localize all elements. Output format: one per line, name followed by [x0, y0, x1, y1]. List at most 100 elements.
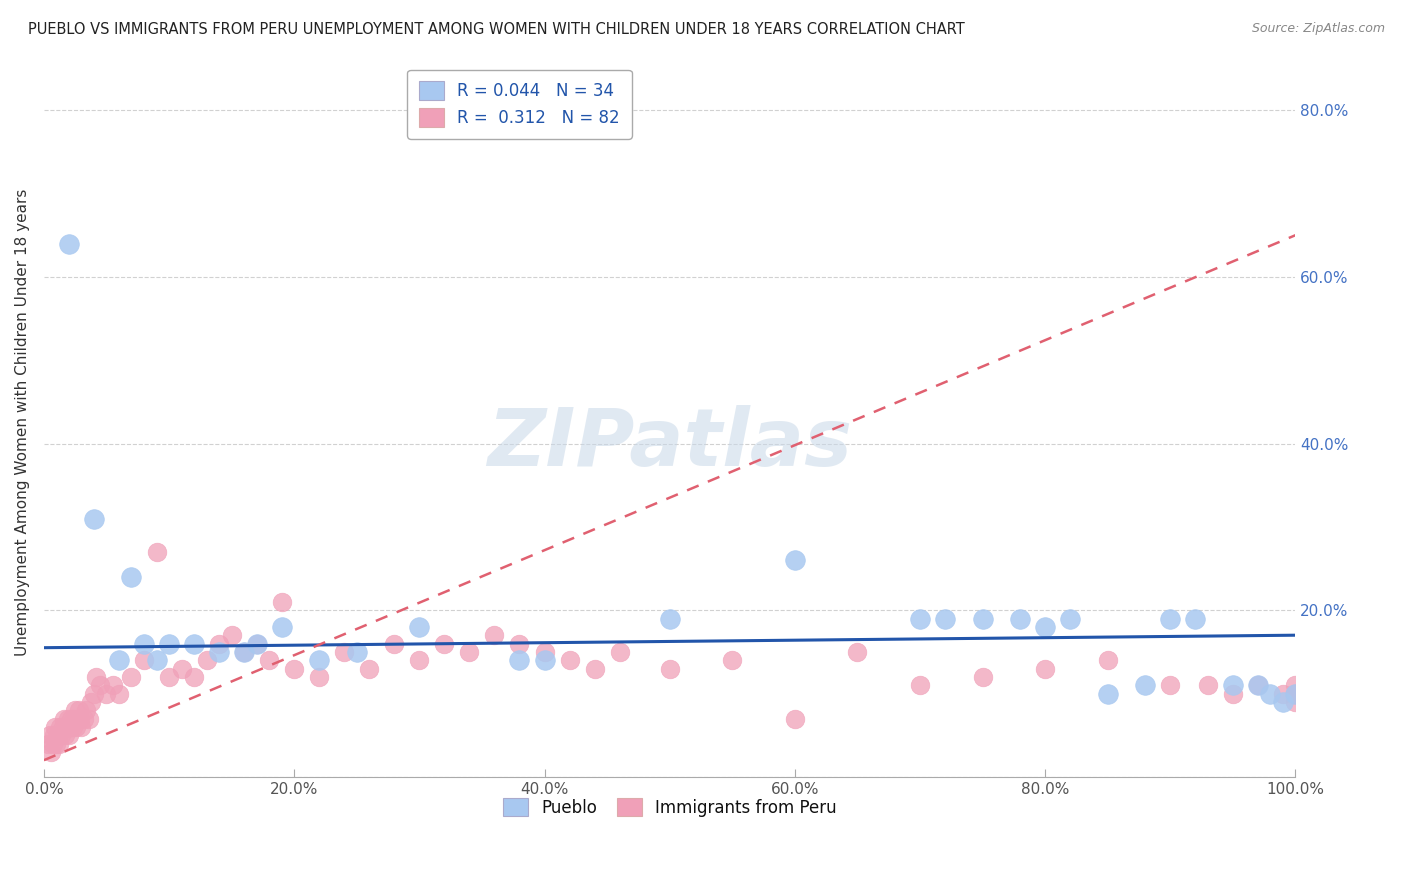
Point	[558, 653, 581, 667]
Point	[108, 653, 131, 667]
Point	[433, 636, 456, 650]
Point	[1271, 695, 1294, 709]
Point	[145, 545, 167, 559]
Point	[183, 670, 205, 684]
Point	[69, 712, 91, 726]
Text: Source: ZipAtlas.com: Source: ZipAtlas.com	[1251, 22, 1385, 36]
Point	[77, 712, 100, 726]
Point	[1197, 678, 1219, 692]
Point	[257, 653, 280, 667]
Point	[1260, 687, 1282, 701]
Point	[1284, 695, 1306, 709]
Point	[308, 653, 330, 667]
Point	[46, 728, 69, 742]
Point	[658, 611, 681, 625]
Point	[1097, 653, 1119, 667]
Point	[233, 645, 256, 659]
Point	[52, 720, 75, 734]
Point	[86, 670, 108, 684]
Point	[41, 737, 63, 751]
Point	[55, 720, 77, 734]
Point	[75, 703, 97, 717]
Point	[1059, 611, 1081, 625]
Point	[108, 687, 131, 701]
Text: ZIPatlas: ZIPatlas	[486, 405, 852, 483]
Point	[721, 653, 744, 667]
Point	[246, 636, 269, 650]
Point	[70, 720, 93, 734]
Point	[48, 737, 70, 751]
Point	[508, 636, 530, 650]
Point	[132, 636, 155, 650]
Point	[233, 645, 256, 659]
Point	[408, 620, 430, 634]
Point	[42, 728, 65, 742]
Point	[508, 653, 530, 667]
Point	[783, 553, 806, 567]
Point	[208, 645, 231, 659]
Point	[1284, 687, 1306, 701]
Point	[1159, 611, 1181, 625]
Point	[157, 636, 180, 650]
Point	[96, 687, 118, 701]
Point	[62, 720, 84, 734]
Point	[382, 636, 405, 650]
Point	[533, 653, 555, 667]
Point	[145, 653, 167, 667]
Point	[52, 712, 75, 726]
Point	[1222, 687, 1244, 701]
Point	[1159, 678, 1181, 692]
Point	[63, 703, 86, 717]
Point	[359, 661, 381, 675]
Point	[83, 511, 105, 525]
Point	[1033, 661, 1056, 675]
Point	[246, 636, 269, 650]
Point	[37, 737, 59, 751]
Point	[66, 712, 89, 726]
Point	[1097, 687, 1119, 701]
Point	[44, 720, 66, 734]
Point	[65, 720, 87, 734]
Point	[934, 611, 956, 625]
Point	[53, 728, 76, 742]
Point	[1271, 687, 1294, 701]
Point	[73, 712, 96, 726]
Point	[609, 645, 631, 659]
Point	[308, 670, 330, 684]
Point	[183, 636, 205, 650]
Point	[458, 645, 481, 659]
Point	[1135, 678, 1157, 692]
Point	[101, 678, 124, 692]
Point	[45, 737, 67, 751]
Point	[58, 728, 80, 742]
Point	[972, 611, 994, 625]
Point	[208, 636, 231, 650]
Point	[270, 595, 292, 609]
Text: PUEBLO VS IMMIGRANTS FROM PERU UNEMPLOYMENT AMONG WOMEN WITH CHILDREN UNDER 18 Y: PUEBLO VS IMMIGRANTS FROM PERU UNEMPLOYM…	[28, 22, 965, 37]
Point	[1010, 611, 1032, 625]
Point	[157, 670, 180, 684]
Point	[170, 661, 193, 675]
Point	[195, 653, 218, 667]
Point	[1247, 678, 1270, 692]
Point	[1284, 687, 1306, 701]
Point	[60, 712, 83, 726]
Point	[533, 645, 555, 659]
Point	[41, 745, 63, 759]
Point	[80, 695, 103, 709]
Point	[58, 236, 80, 251]
Point	[783, 712, 806, 726]
Point	[846, 645, 869, 659]
Point	[39, 728, 62, 742]
Point	[333, 645, 356, 659]
Point	[59, 720, 82, 734]
Point	[51, 728, 73, 742]
Point	[132, 653, 155, 667]
Point	[270, 620, 292, 634]
Point	[49, 720, 72, 734]
Point	[221, 628, 243, 642]
Point	[67, 703, 90, 717]
Point	[1284, 687, 1306, 701]
Point	[908, 611, 931, 625]
Point	[408, 653, 430, 667]
